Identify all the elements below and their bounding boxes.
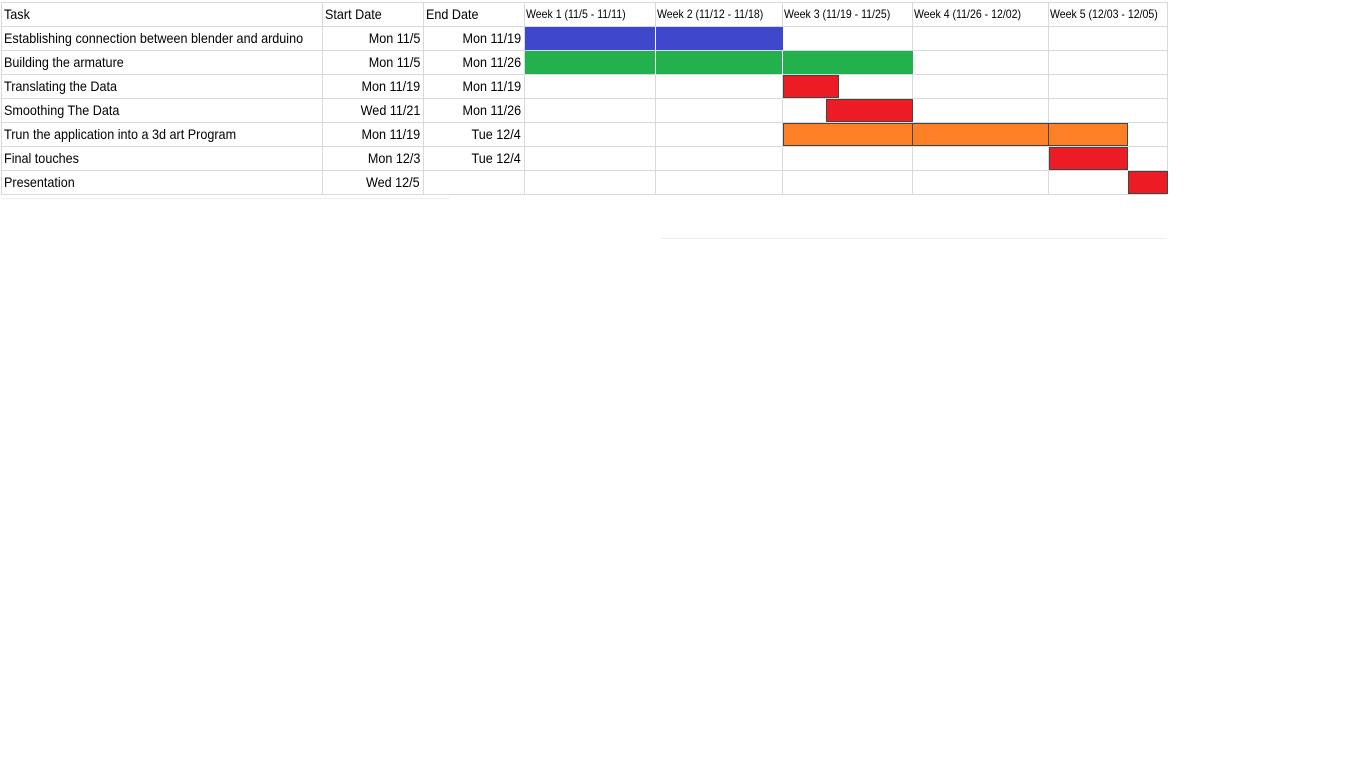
gantt-bar bbox=[783, 75, 839, 98]
bar-week-separator bbox=[782, 51, 783, 74]
task-name: Building the armature bbox=[4, 54, 124, 70]
week-label: Week 3 (11/19 - 11/25) bbox=[784, 7, 891, 21]
gantt-bar bbox=[1049, 147, 1128, 170]
header-start-date: Start Date bbox=[322, 2, 423, 26]
grid-line-horizontal bbox=[1, 194, 1167, 195]
task-name-cell: Building the armature bbox=[1, 50, 322, 74]
grid-line-horizontal bbox=[1, 122, 1167, 123]
gantt-bar bbox=[783, 123, 1128, 146]
header-end-date: End Date bbox=[423, 2, 524, 26]
task-start-date: Mon 11/5 bbox=[368, 54, 420, 70]
grid-line-vertical bbox=[655, 2, 656, 194]
task-name: Translating the Data bbox=[4, 78, 118, 94]
task-start-cell: Wed 11/21 bbox=[322, 98, 423, 122]
header-week-2: Week 2 (11/12 - 11/18) bbox=[655, 2, 782, 26]
gantt-bar bbox=[1128, 171, 1168, 194]
task-start-date: Mon 11/5 bbox=[368, 30, 420, 46]
task-end-date: Mon 11/26 bbox=[462, 102, 521, 118]
task-name: Final touches bbox=[4, 150, 79, 166]
header-week-4: Week 4 (11/26 - 12/02) bbox=[912, 2, 1048, 26]
task-start-date: Wed 12/5 bbox=[366, 174, 420, 190]
week-label: Week 1 (11/5 - 11/11) bbox=[526, 7, 626, 21]
task-start-cell: Mon 11/5 bbox=[322, 50, 423, 74]
task-end-date: Tue 12/4 bbox=[471, 126, 521, 142]
task-end-date: Mon 11/19 bbox=[462, 78, 521, 94]
task-end-cell: Mon 11/26 bbox=[423, 50, 524, 74]
bar-week-separator bbox=[912, 123, 913, 146]
task-end-date: Mon 11/26 bbox=[462, 54, 521, 70]
task-end-date: Mon 11/19 bbox=[462, 30, 521, 46]
task-name-cell: Presentation bbox=[1, 170, 322, 194]
grid-line-vertical bbox=[524, 2, 525, 194]
task-start-date: Mon 11/19 bbox=[361, 126, 420, 142]
task-start-cell: Mon 11/5 bbox=[322, 26, 423, 50]
header-end-date-label: End Date bbox=[426, 6, 479, 22]
task-name-cell: Final touches bbox=[1, 146, 322, 170]
task-name-cell: Translating the Data bbox=[1, 74, 322, 98]
gantt-bar bbox=[525, 51, 913, 74]
gantt-bar bbox=[525, 27, 783, 50]
header-start-date-label: Start Date bbox=[325, 6, 382, 22]
bar-week-separator bbox=[655, 51, 656, 74]
task-end-cell bbox=[423, 170, 524, 194]
task-name: Establishing connection between blender … bbox=[4, 30, 304, 46]
task-start-cell: Mon 11/19 bbox=[322, 122, 423, 146]
gantt-bar bbox=[826, 99, 913, 122]
grid-line-vertical bbox=[423, 2, 424, 194]
task-end-cell: Tue 12/4 bbox=[423, 122, 524, 146]
grid-line-horizontal bbox=[1, 146, 1167, 147]
grid-line-vertical bbox=[322, 2, 323, 194]
grid-line-horizontal bbox=[1, 50, 1167, 51]
grid-line-horizontal bbox=[1, 2, 1167, 3]
task-end-date: Tue 12/4 bbox=[471, 150, 521, 166]
grid-line-vertical bbox=[1048, 2, 1049, 194]
header-week-1: Week 1 (11/5 - 11/11) bbox=[524, 2, 655, 26]
task-end-cell: Mon 11/26 bbox=[423, 98, 524, 122]
header-week-5: Week 5 (12/03 - 12/05) bbox=[1048, 2, 1167, 26]
task-start-cell: Wed 12/5 bbox=[322, 170, 423, 194]
grid-line-vertical bbox=[782, 2, 783, 194]
task-start-cell: Mon 12/3 bbox=[322, 146, 423, 170]
task-name-cell: Trun the application into a 3d art Progr… bbox=[1, 122, 322, 146]
task-name-cell: Establishing connection between blender … bbox=[1, 26, 322, 50]
bar-week-separator bbox=[655, 27, 656, 50]
task-name: Presentation bbox=[4, 174, 75, 190]
bar-week-separator bbox=[1048, 123, 1049, 146]
grid-line-vertical bbox=[1167, 2, 1168, 194]
task-end-cell: Mon 11/19 bbox=[423, 26, 524, 50]
task-end-cell: Mon 11/19 bbox=[423, 74, 524, 98]
week-label: Week 5 (12/03 - 12/05) bbox=[1050, 7, 1158, 21]
task-start-date: Wed 11/21 bbox=[360, 102, 420, 118]
week-label: Week 2 (11/12 - 11/18) bbox=[657, 7, 764, 21]
grid-line-vertical bbox=[1, 2, 2, 194]
task-start-date: Mon 12/3 bbox=[367, 150, 420, 166]
grid-line-horizontal bbox=[1, 170, 1167, 171]
grid-line-horizontal bbox=[1, 74, 1167, 75]
header-week-3: Week 3 (11/19 - 11/25) bbox=[782, 2, 912, 26]
grid-line-horizontal bbox=[1, 98, 1167, 99]
week-label: Week 4 (11/26 - 12/02) bbox=[914, 7, 1022, 21]
task-name: Smoothing The Data bbox=[4, 102, 120, 118]
grid-line-vertical bbox=[912, 2, 913, 194]
header-task-label: Task bbox=[4, 6, 30, 22]
sheet-residue-line bbox=[1, 198, 450, 199]
task-end-cell: Tue 12/4 bbox=[423, 146, 524, 170]
task-start-cell: Mon 11/19 bbox=[322, 74, 423, 98]
task-name: Trun the application into a 3d art Progr… bbox=[4, 126, 237, 142]
header-task: Task bbox=[1, 2, 322, 26]
sheet-residue-line bbox=[660, 238, 1167, 239]
grid-line-horizontal bbox=[1, 26, 1167, 27]
task-name-cell: Smoothing The Data bbox=[1, 98, 322, 122]
task-start-date: Mon 11/19 bbox=[361, 78, 420, 94]
